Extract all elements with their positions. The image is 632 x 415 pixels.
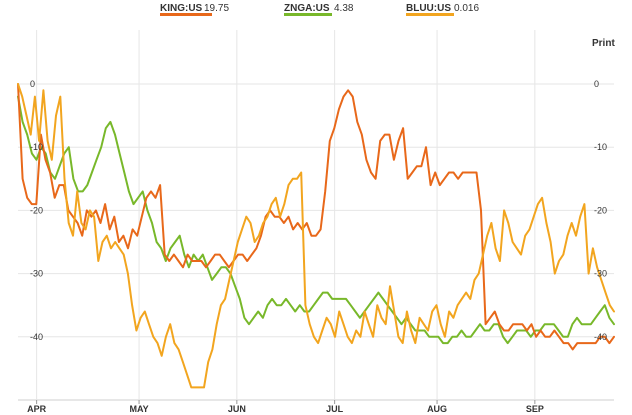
y-tick-label-left: -10 (30, 142, 43, 152)
x-tick-label-aug: AUG (427, 404, 447, 414)
x-tick-label-may: MAY (129, 404, 148, 414)
legend-swatch-bluu (406, 13, 454, 16)
legend-item-bluu[interactable]: BLUU:US 0.016 (406, 3, 479, 16)
legend-label-king: KING:US (160, 3, 203, 14)
legend-item-king[interactable]: KING:US 19.75 (160, 3, 229, 16)
y-tick-label-left: -20 (30, 205, 43, 215)
y-tick-label-right: -30 (594, 269, 607, 279)
series-layer (17, 83, 615, 389)
print-link[interactable]: Print (592, 38, 615, 49)
y-tick-label-left: -30 (30, 269, 43, 279)
legend: KING:US 19.75 ZNGA:US 4.38 BLUU:US 0.016 (160, 3, 479, 16)
legend-label-bluu: BLUU:US (406, 3, 451, 14)
x-tick-label-sep: SEP (526, 404, 544, 414)
series-line-znga (17, 95, 615, 345)
legend-value-znga: 4.38 (334, 3, 354, 14)
y-tick-label-left: -40 (30, 332, 43, 342)
y-tick-label-right: -20 (594, 205, 607, 215)
series-line-bluu (17, 83, 615, 389)
y-tick-label-right: -40 (594, 332, 607, 342)
axis-layer: 0 0 -10 -10 -20 -20 -30 -30 -40 -40 APR MAY JUN JUL AU… (27, 79, 607, 414)
x-tick-label-jul: JUL (326, 404, 344, 414)
legend-swatch-znga (284, 13, 332, 16)
x-tick-label-apr: APR (27, 404, 47, 414)
x-tick-label-jun: JUN (228, 404, 246, 414)
y-tick-label-left: 0 (30, 79, 35, 89)
legend-value-king: 19.75 (204, 3, 229, 14)
y-tick-label-right: 0 (594, 79, 599, 89)
y-tick-label-right: -10 (594, 142, 607, 152)
legend-item-znga[interactable]: ZNGA:US 4.38 (284, 3, 354, 16)
legend-value-bluu: 0.016 (454, 3, 479, 14)
legend-swatch-king (160, 13, 212, 16)
legend-label-znga: ZNGA:US (284, 3, 330, 14)
series-line-king (17, 83, 615, 351)
